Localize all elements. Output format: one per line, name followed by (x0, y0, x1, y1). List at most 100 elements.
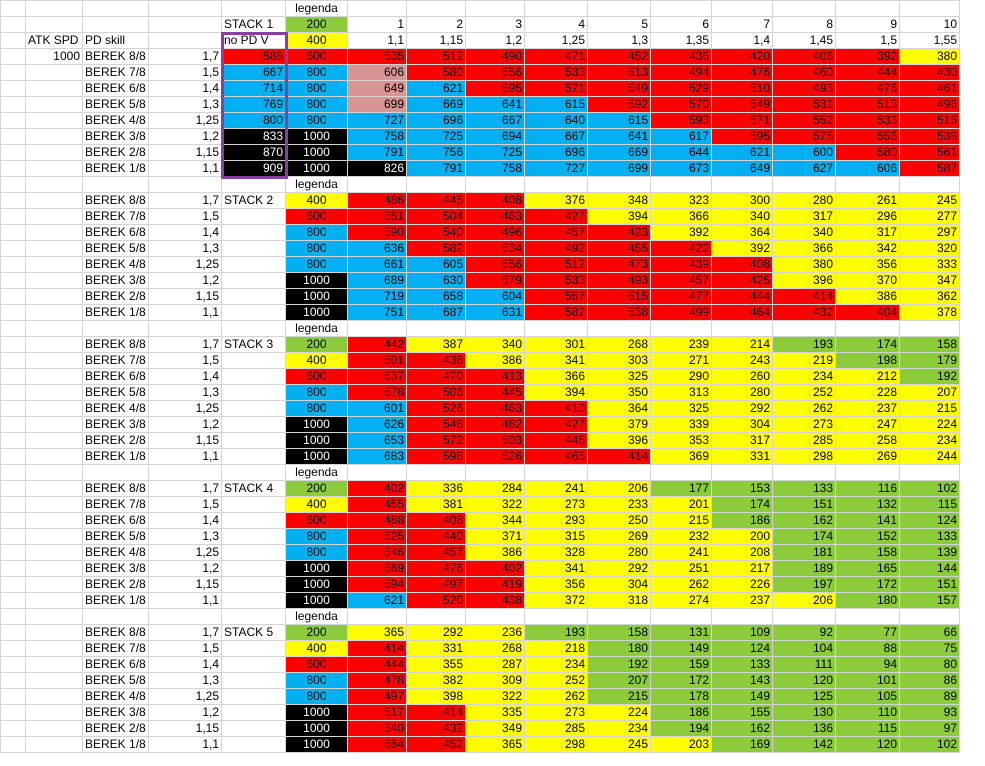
value-cell[interactable]: 534 (465, 240, 525, 257)
cell[interactable] (0, 48, 26, 65)
legend-value[interactable]: 1000 (285, 560, 348, 577)
value-cell[interactable]: 569 (347, 560, 407, 577)
value-cell[interactable]: 151 (772, 496, 836, 513)
cell[interactable] (25, 640, 83, 657)
value-cell[interactable]: 133 (772, 480, 836, 497)
column-number[interactable]: 9 (835, 16, 900, 33)
value-cell[interactable]: 440 (406, 528, 466, 545)
value-cell[interactable]: 201 (650, 496, 712, 513)
value-cell[interactable]: 260 (711, 368, 773, 385)
value-cell[interactable]: 101 (835, 672, 900, 689)
row-skill[interactable]: 1,7 (148, 624, 222, 641)
cell[interactable] (221, 688, 286, 705)
value-cell[interactable]: 496 (465, 224, 525, 241)
value-cell[interactable]: 365 (347, 624, 407, 641)
value-cell[interactable]: 300 (711, 192, 773, 209)
legend-value[interactable]: 800 (285, 384, 348, 401)
legend-value[interactable]: 800 (285, 112, 348, 129)
value-cell[interactable]: 186 (711, 512, 773, 529)
legend-value-400[interactable]: 400 (285, 32, 348, 49)
cell[interactable] (587, 0, 651, 17)
value-cell[interactable]: 131 (650, 624, 712, 641)
value-cell[interactable]: 193 (524, 624, 588, 641)
column-number[interactable]: 2 (406, 16, 466, 33)
cell[interactable] (25, 576, 83, 593)
no-pd-value[interactable]: 800 (221, 112, 286, 129)
cell[interactable] (221, 592, 286, 609)
value-cell[interactable]: 537 (347, 368, 407, 385)
value-cell[interactable]: 143 (711, 672, 773, 689)
value-cell[interactable]: 89 (899, 688, 960, 705)
value-cell[interactable]: 404 (835, 304, 900, 321)
cell[interactable] (772, 176, 836, 193)
value-cell[interactable]: 325 (587, 368, 651, 385)
value-cell[interactable]: 92 (772, 624, 836, 641)
value-cell[interactable]: 526 (465, 448, 525, 465)
value-cell[interactable]: 277 (899, 208, 960, 225)
value-cell[interactable]: 268 (465, 640, 525, 657)
value-cell[interactable]: 105 (835, 688, 900, 705)
value-cell[interactable]: 492 (524, 240, 588, 257)
cell[interactable] (221, 736, 286, 753)
value-cell[interactable]: 525 (347, 528, 407, 545)
cell[interactable] (835, 320, 900, 337)
value-cell[interactable]: 192 (899, 368, 960, 385)
value-cell[interactable]: 486 (347, 192, 407, 209)
value-cell[interactable]: 172 (835, 576, 900, 593)
row-skill[interactable]: 1,5 (148, 640, 222, 657)
cell[interactable] (0, 576, 26, 593)
value-cell[interactable]: 606 (835, 160, 900, 177)
legend-value[interactable]: 600 (285, 368, 348, 385)
value-cell[interactable]: 364 (587, 400, 651, 417)
row-skill[interactable]: 1,7 (148, 480, 222, 497)
cell[interactable] (25, 432, 83, 449)
cell[interactable] (0, 384, 26, 401)
cell[interactable] (899, 176, 960, 193)
cell[interactable] (465, 608, 525, 625)
cell[interactable] (221, 672, 286, 689)
value-cell[interactable]: 582 (524, 304, 588, 321)
row-skill[interactable]: 1,25 (148, 544, 222, 561)
cell[interactable] (221, 384, 286, 401)
value-cell[interactable]: 268 (587, 336, 651, 353)
value-cell[interactable]: 333 (899, 256, 960, 273)
value-cell[interactable]: 826 (347, 160, 407, 177)
cell[interactable] (524, 320, 588, 337)
cell[interactable] (25, 336, 83, 353)
cell[interactable] (25, 512, 83, 529)
value-cell[interactable]: 636 (347, 240, 407, 257)
legend-value[interactable]: 800 (285, 672, 348, 689)
value-cell[interactable]: 102 (899, 480, 960, 497)
legend-value[interactable]: 600 (285, 656, 348, 673)
value-cell[interactable]: 181 (772, 544, 836, 561)
value-cell[interactable]: 520 (406, 592, 466, 609)
value-cell[interactable]: 241 (524, 480, 588, 497)
cell[interactable] (0, 512, 26, 529)
cell[interactable] (25, 656, 83, 673)
value-cell[interactable]: 197 (772, 576, 836, 593)
value-cell[interactable]: 669 (587, 144, 651, 161)
cell[interactable] (25, 256, 83, 273)
value-cell[interactable]: 232 (650, 528, 712, 545)
value-cell[interactable]: 419 (465, 576, 525, 593)
value-cell[interactable]: 218 (524, 640, 588, 657)
cell[interactable] (25, 384, 83, 401)
cell[interactable] (221, 576, 286, 593)
value-cell[interactable]: 386 (465, 544, 525, 561)
value-cell[interactable]: 725 (406, 128, 466, 145)
value-cell[interactable]: 791 (406, 160, 466, 177)
value-cell[interactable]: 499 (650, 304, 712, 321)
value-cell[interactable]: 194 (650, 720, 712, 737)
no-pd-value[interactable]: 833 (221, 128, 286, 145)
cell[interactable] (0, 448, 26, 465)
cell[interactable] (0, 0, 26, 17)
value-cell[interactable]: 174 (835, 336, 900, 353)
value-cell[interactable]: 158 (587, 624, 651, 641)
legend-value[interactable]: 1000 (285, 144, 348, 161)
value-cell[interactable]: 667 (465, 112, 525, 129)
cell[interactable] (25, 304, 83, 321)
value-cell[interactable]: 719 (347, 288, 407, 305)
value-cell[interactable]: 683 (347, 448, 407, 465)
value-cell[interactable]: 463 (465, 400, 525, 417)
cell[interactable] (25, 352, 83, 369)
